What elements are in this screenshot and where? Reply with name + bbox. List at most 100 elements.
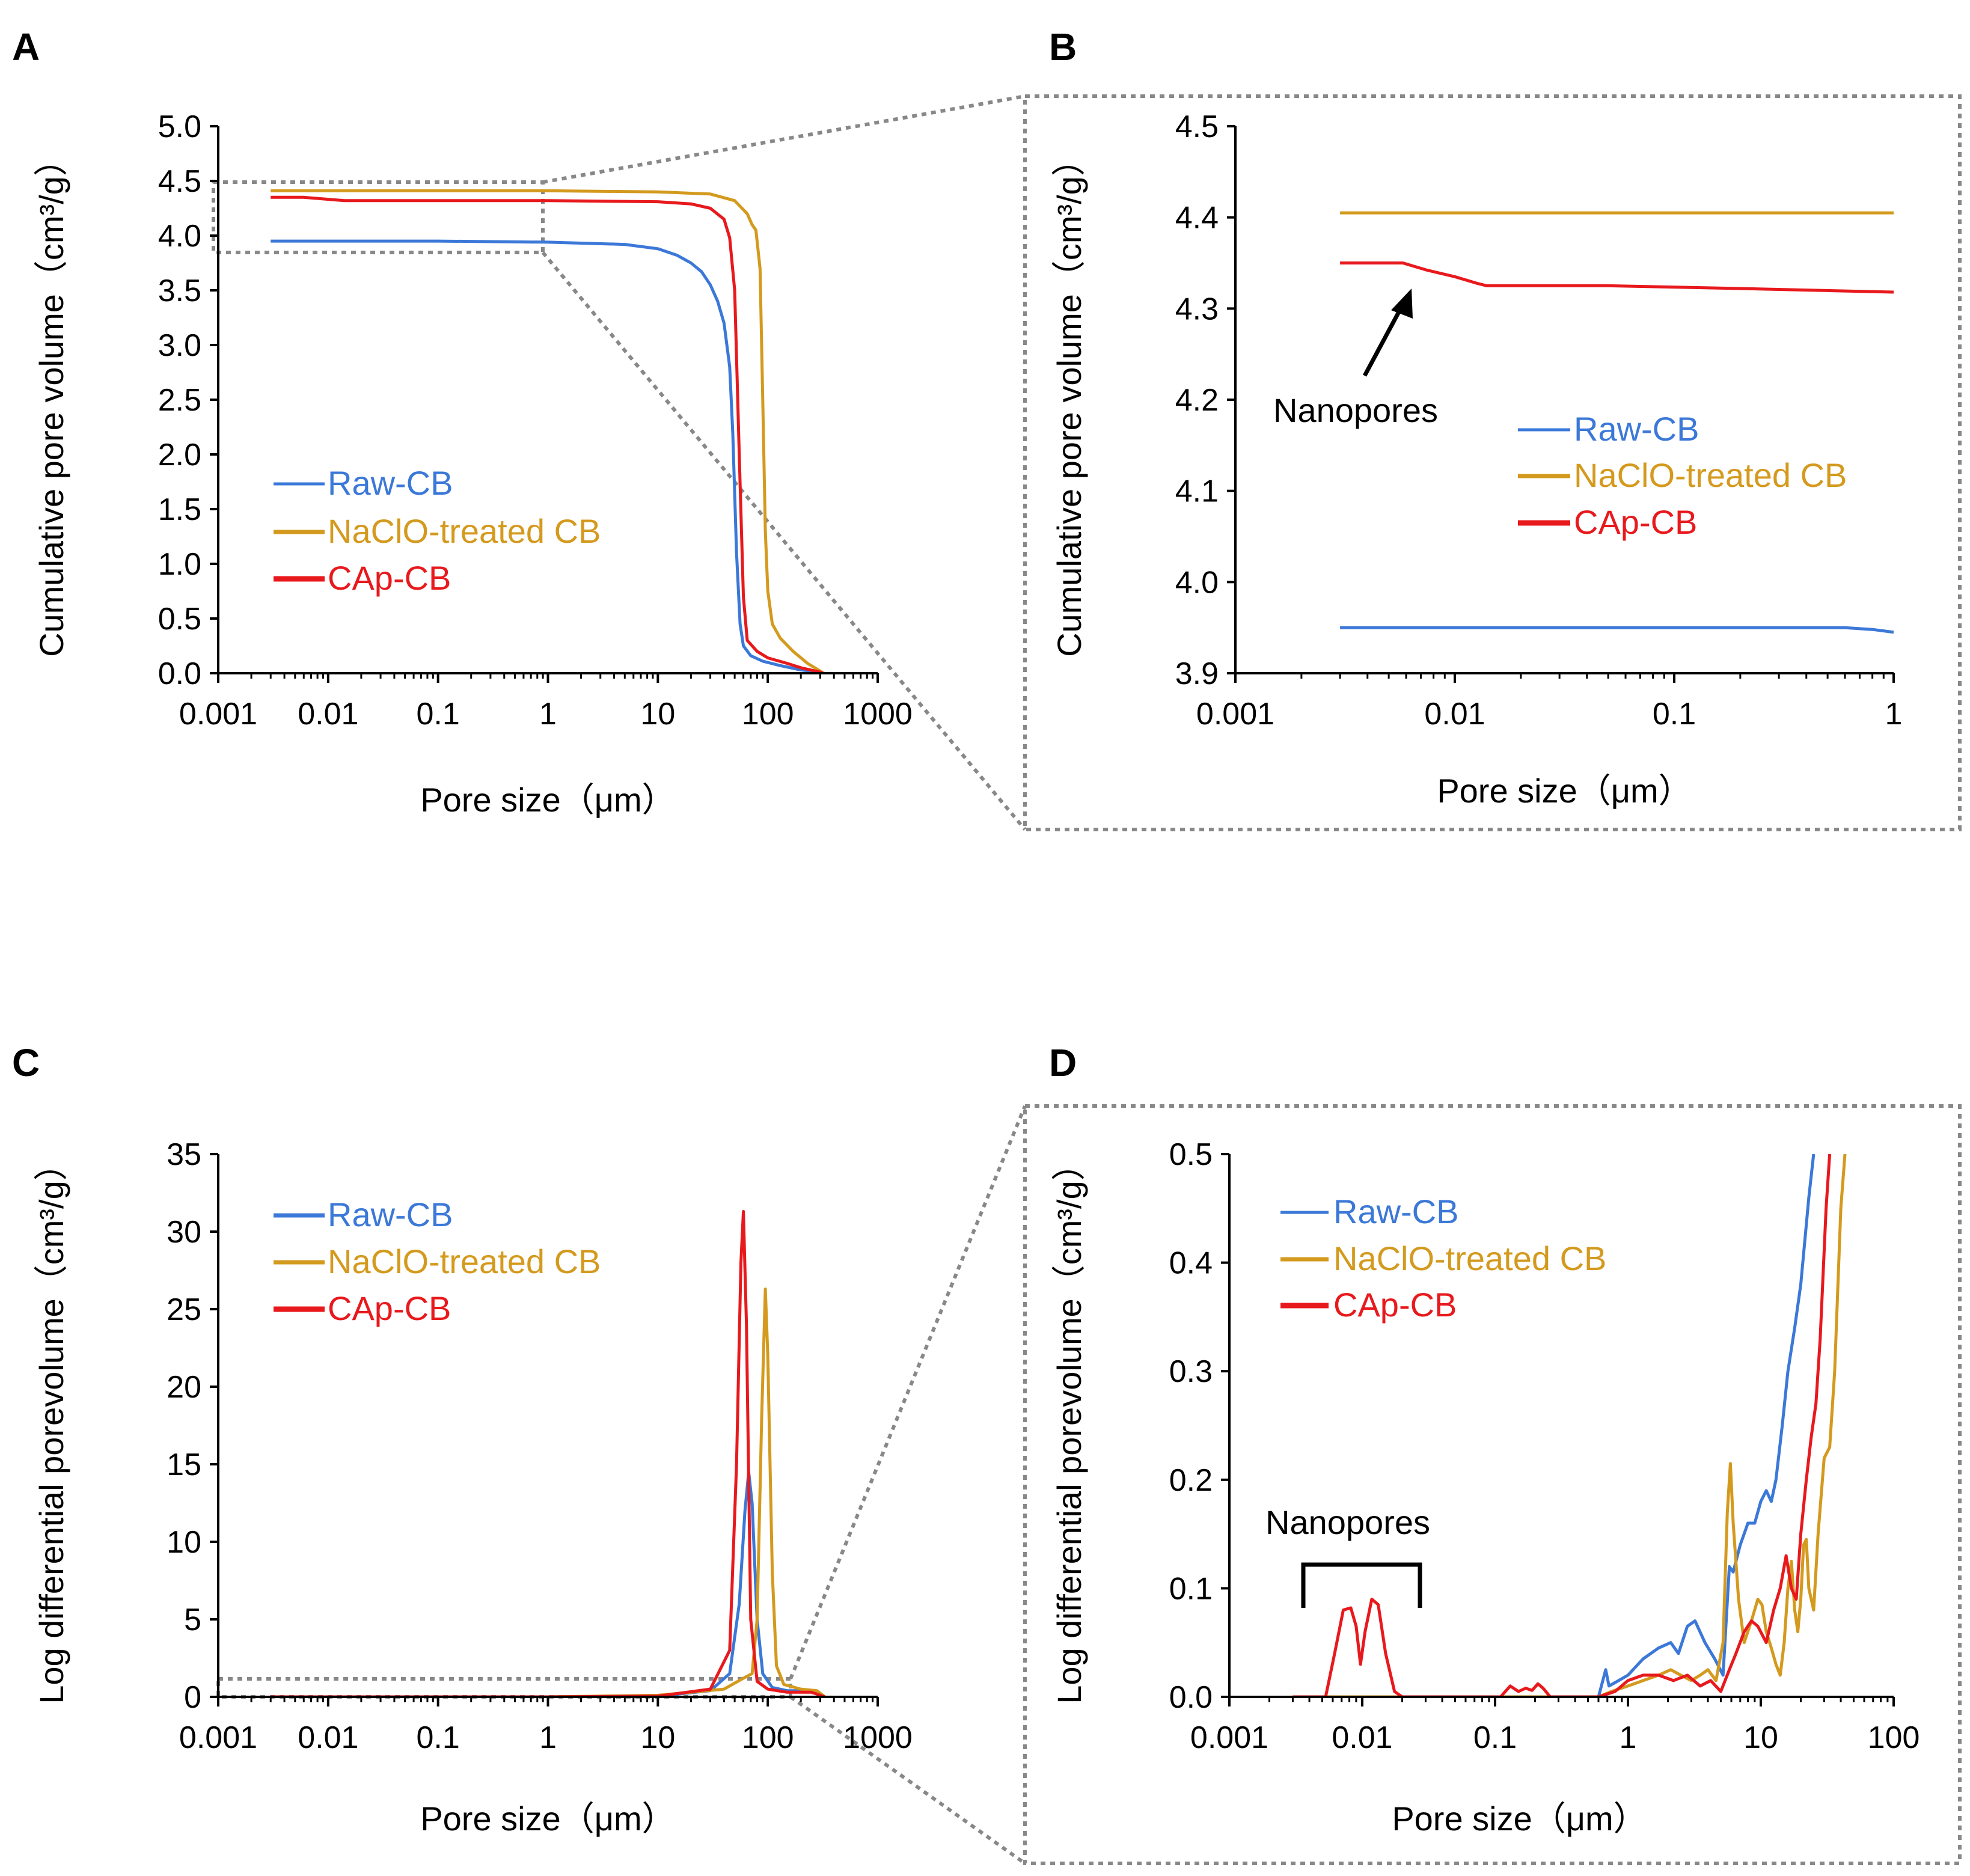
y-tick-label-b: 4.5 [1175, 109, 1219, 144]
series-group-d [1292, 1153, 1847, 1698]
series-line-cap-b [1340, 261, 1894, 294]
panel-letter-a: A [12, 25, 40, 69]
x-tick-label-a: 1000 [843, 697, 913, 732]
y-axis-title-b: Cumulative pore volume（cm³/g） [1050, 142, 1088, 657]
x-tick-label-d: 0.01 [1332, 1720, 1392, 1755]
y-axis-title-a: Cumulative pore volume（cm³/g） [32, 142, 70, 657]
y-tick-label-d: 0.2 [1169, 1463, 1213, 1498]
y-tick-label-a: 4.5 [158, 164, 201, 199]
zoom-frame-d [1023, 1104, 1962, 1865]
x-tick-label-b: 0.1 [1653, 697, 1696, 732]
series-group-a [271, 189, 824, 674]
y-tick-label-c: 5 [184, 1603, 201, 1637]
y-tick-label-a: 3.5 [158, 273, 201, 308]
legend-c-label-naclo: NaClO-treated CB [328, 1242, 601, 1280]
nanopores-label-d: Nanopores [1265, 1503, 1430, 1541]
x-tick-label-d: 1 [1620, 1720, 1637, 1755]
legend-b-label-naclo: NaClO-treated CB [1574, 456, 1847, 494]
nanopores-bracket-d [1301, 1562, 1422, 1608]
x-tick-label-a: 100 [742, 697, 794, 732]
series-line-raw-d [1292, 1153, 1816, 1698]
zoom-frame-b [1023, 94, 1962, 831]
x-tick-label-a: 0.1 [417, 697, 460, 732]
x-tick-label-b: 0.01 [1424, 697, 1485, 732]
x-tick-label-c: 0.001 [179, 1720, 257, 1755]
y-tick-label-c: 15 [167, 1447, 201, 1482]
y-tick-label-b: 4.4 [1175, 201, 1219, 236]
legend-b-label-cap: CAp-CB [1574, 503, 1697, 541]
x-axis-title-d: Pore size（μm） [1392, 1800, 1647, 1838]
y-tick-label-a: 1.5 [158, 492, 201, 527]
y-tick-label-a: 4.0 [158, 219, 201, 254]
nanopores-label-b: Nanopores [1273, 391, 1438, 429]
legend-a-label-naclo: NaClO-treated CB [328, 512, 601, 550]
x-tick-label-c: 10 [640, 1720, 675, 1755]
x-tick-label-b: 1 [1885, 697, 1903, 732]
x-tick-label-c: 0.1 [417, 1720, 460, 1755]
y-tick-label-c: 10 [167, 1525, 201, 1560]
legend-d-label-cap: CAp-CB [1333, 1286, 1457, 1324]
x-tick-label-c: 0.01 [298, 1720, 358, 1755]
y-tick-label-b: 4.3 [1175, 292, 1219, 326]
y-axis-title-d: Log differential porevolume（cm³/g） [1050, 1147, 1088, 1704]
x-tick-label-a: 0.001 [179, 697, 257, 732]
x-axis-title-a: Pore size（μm） [420, 781, 675, 819]
y-tick-label-b: 4.1 [1175, 474, 1219, 509]
x-tick-label-c: 1 [539, 1720, 557, 1755]
y-tick-label-d: 0.4 [1169, 1246, 1213, 1281]
series-line-raw-b [1340, 626, 1894, 634]
series-line-naclo-a [271, 189, 824, 674]
y-tick-label-d: 0.0 [1169, 1680, 1213, 1715]
x-tick-label-c: 100 [742, 1720, 794, 1755]
legend-b-label-raw: Raw-CB [1574, 410, 1699, 448]
plot-a: 0.0 0.5 1.0 1.5 2.0 2.5 3.0 3.5 4.0 4.5 5.0 0.001 0.… [32, 109, 913, 819]
x-tick-label-d: 100 [1868, 1720, 1920, 1755]
nanopores-arrow-b [1362, 301, 1407, 377]
y-tick-label-a: 0.5 [158, 602, 201, 637]
series-group-b [1340, 211, 1894, 634]
x-tick-label-d: 0.1 [1473, 1720, 1517, 1755]
y-tick-label-b: 4.2 [1175, 383, 1219, 418]
zoom-connector-c-top [789, 1105, 1027, 1680]
y-tick-label-b: 3.9 [1175, 656, 1219, 691]
y-tick-label-a: 2.5 [158, 383, 201, 418]
series-line-cap-c [271, 1210, 825, 1698]
y-tick-label-d: 0.5 [1169, 1137, 1213, 1172]
x-tick-label-d: 0.001 [1190, 1720, 1268, 1755]
y-tick-label-c: 35 [167, 1137, 201, 1172]
panel-letter-d: D [1049, 1041, 1077, 1084]
y-tick-label-d: 0.3 [1169, 1354, 1213, 1389]
legend-d: Raw-CB NaClO-treated CB CAp-CB [1280, 1193, 1606, 1324]
series-line-cap-a [271, 195, 824, 674]
y-tick-label-a: 5.0 [158, 109, 201, 144]
x-tick-label-b: 0.001 [1196, 697, 1274, 732]
plot-b: 3.9 4.0 4.1 4.2 4.3 4.4 4.5 0.001 0.01 0.1 1 Pore s… [1050, 109, 1902, 810]
series-line-cap-d [1292, 1153, 1832, 1698]
legend-d-label-naclo: NaClO-treated CB [1333, 1239, 1606, 1277]
y-axis-title-c: Log differential porevolume（cm³/g） [32, 1147, 70, 1704]
x-tick-label-a: 0.01 [298, 697, 358, 732]
y-tick-label-b: 4.0 [1175, 565, 1219, 600]
legend-a-label-cap: CAp-CB [328, 559, 451, 597]
y-tick-label-c: 20 [167, 1370, 201, 1405]
panel-letter-b: B [1049, 25, 1077, 69]
series-line-naclo-c [271, 1288, 826, 1698]
y-tick-label-a: 0.0 [158, 656, 201, 691]
plot-d: 0.0 0.1 0.2 0.3 0.4 0.5 0.001 0.01 0.1 1 10 100 Pore… [1050, 1137, 1920, 1838]
y-tick-label-d: 0.1 [1169, 1571, 1213, 1606]
series-group-c [271, 1210, 826, 1698]
legend-b: Raw-CB NaClO-treated CB CAp-CB [1518, 410, 1847, 541]
zoom-region-a [212, 180, 545, 254]
y-tick-label-c: 30 [167, 1215, 201, 1250]
y-tick-label-a: 2.0 [158, 438, 201, 472]
series-line-raw-a [271, 239, 824, 674]
series-line-raw-c [271, 1470, 826, 1698]
x-axis-title-c: Pore size（μm） [420, 1800, 675, 1838]
x-tick-label-c: 1000 [843, 1720, 913, 1755]
nanopores-arrowhead-b [1391, 289, 1413, 319]
series-line-naclo-d [1292, 1153, 1847, 1698]
y-tick-label-c: 0 [184, 1680, 201, 1715]
legend-c: Raw-CB NaClO-treated CB CAp-CB [274, 1196, 601, 1327]
y-tick-label-a: 3.0 [158, 328, 201, 363]
